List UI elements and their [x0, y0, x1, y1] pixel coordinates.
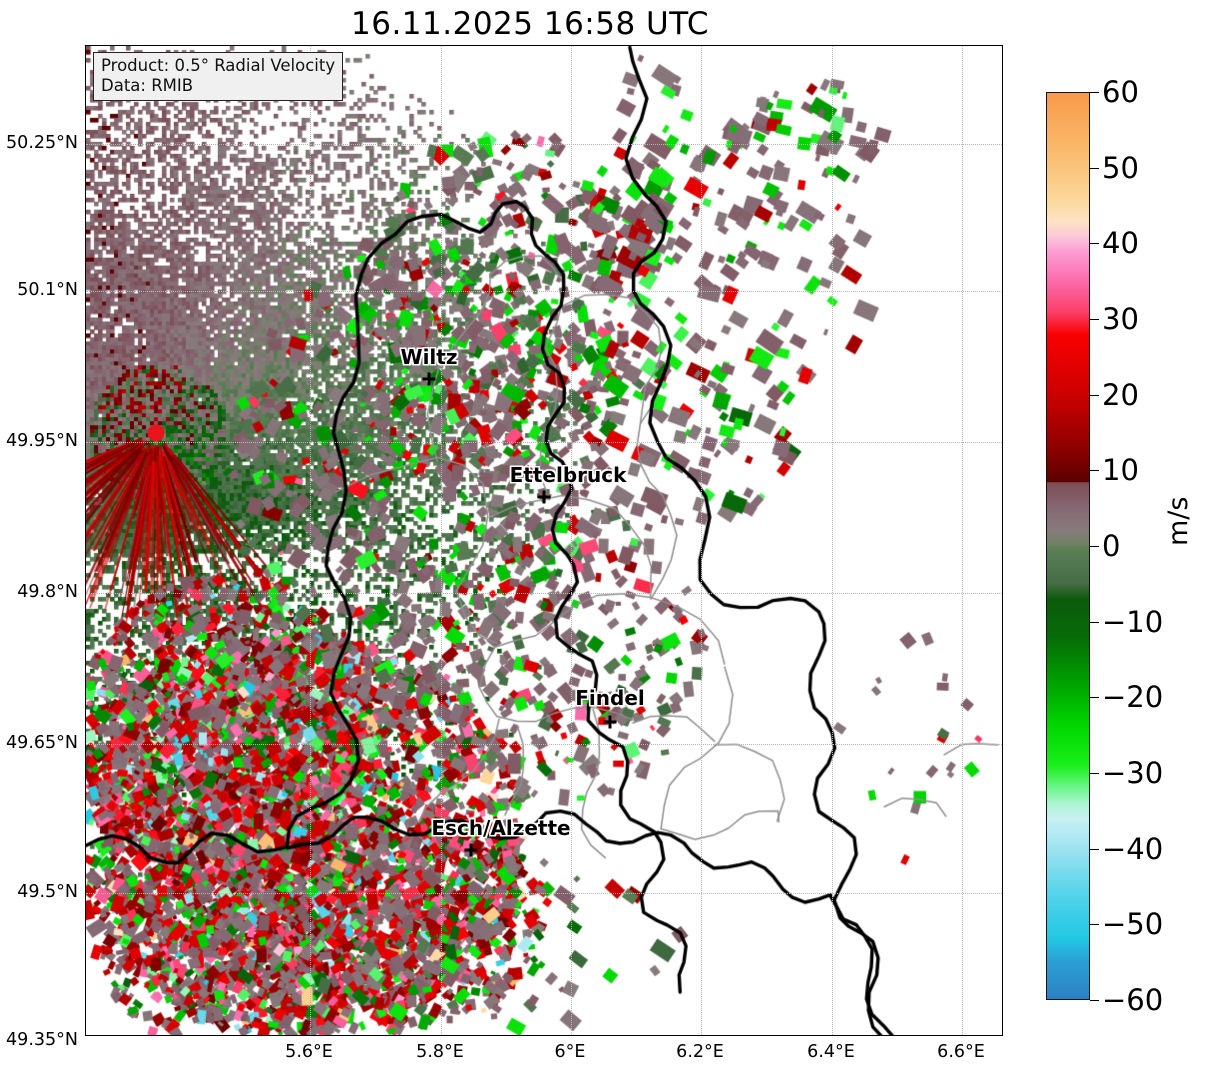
colorbar-tick — [1090, 697, 1099, 698]
gridline-lon-5.8 — [441, 46, 442, 1035]
gridline-lon-6.4 — [832, 46, 833, 1035]
colorbar-tick — [1090, 924, 1099, 925]
page-title: 16.11.2025 16:58 UTC — [351, 6, 709, 42]
radar-reflectivity-canvas — [86, 46, 1002, 1035]
x-axis-tick-label: 6.4°E — [807, 1042, 855, 1062]
x-axis-tick-label: 6.2°E — [676, 1042, 724, 1062]
gridline-lat-50.1 — [86, 291, 1002, 292]
colorbar-tick-label: −20 — [1102, 680, 1164, 714]
gridline-lat-49.8 — [86, 593, 1002, 594]
city-label-findel: Findel — [575, 686, 645, 710]
y-axis-tick-label: 49.35°N — [6, 1030, 78, 1050]
colorbar — [1046, 92, 1090, 1000]
gridline-lat-49.65 — [86, 744, 1002, 745]
colorbar-tick — [1090, 773, 1099, 774]
colorbar-tick-label: −30 — [1102, 756, 1164, 790]
colorbar-tick-label: 40 — [1102, 226, 1139, 260]
legend-data-line: Data: RMIB — [101, 76, 194, 96]
city-label-ettelbruck: Ettelbruck — [509, 463, 627, 487]
x-axis-tick-label: 6°E — [554, 1042, 586, 1062]
radar-map-plot[interactable]: Wiltz Ettelbruck Findel Esch/Alzette Produc… — [85, 45, 1003, 1036]
colorbar-tick-label: 20 — [1102, 378, 1139, 412]
radar-site-marker — [147, 424, 165, 442]
y-axis-tick-label: 49.5°N — [17, 882, 78, 902]
colorbar-tick-label: 60 — [1102, 75, 1139, 109]
colorbar-tick-label: 50 — [1102, 151, 1139, 185]
colorbar-tick — [1090, 849, 1099, 850]
y-axis-tick-label: 49.95°N — [6, 431, 78, 451]
city-marker-ettelbruck — [537, 490, 551, 504]
colorbar-tick — [1090, 243, 1099, 244]
colorbar-tick — [1090, 319, 1099, 320]
colorbar-tick-label: 30 — [1102, 302, 1139, 336]
gridline-lon-5.6 — [310, 46, 311, 1035]
gridline-lat-50.25 — [86, 144, 1002, 145]
legend-product-line: Product: 0.5° Radial Velocity — [101, 56, 336, 75]
colorbar-tick-label: −60 — [1102, 983, 1164, 1017]
city-label-wiltz: Wiltz — [400, 345, 458, 369]
colorbar-unit-label: m/s — [1163, 496, 1194, 546]
colorbar-gradient — [1047, 93, 1089, 999]
gridline-lat-49.95 — [86, 442, 1002, 443]
gridline-lat-49.5 — [86, 893, 1002, 894]
city-marker-esch-alzette — [464, 843, 478, 857]
city-label-esch-alzette: Esch/Alzette — [431, 816, 571, 840]
y-axis-tick-label: 50.25°N — [6, 133, 78, 153]
city-marker-findel — [603, 715, 617, 729]
colorbar-tick — [1090, 622, 1099, 623]
colorbar-tick — [1090, 92, 1099, 93]
colorbar-tick — [1090, 395, 1099, 396]
y-axis-tick-label: 49.65°N — [6, 733, 78, 753]
x-axis-tick-label: 6.6°E — [937, 1042, 985, 1062]
gridline-lon-6.2 — [701, 46, 702, 1035]
gridline-lon-6 — [571, 46, 572, 1035]
colorbar-tick-label: −10 — [1102, 605, 1164, 639]
colorbar-tick — [1090, 168, 1099, 169]
y-axis-tick-label: 50.1°N — [17, 280, 78, 300]
colorbar-tick-label: −50 — [1102, 907, 1164, 941]
colorbar-tick — [1090, 1000, 1099, 1001]
x-axis-tick-label: 5.8°E — [416, 1042, 464, 1062]
city-marker-wiltz — [422, 372, 436, 386]
colorbar-tick — [1090, 470, 1099, 471]
product-info-box: Product: 0.5° Radial Velocity Data: RMIB — [93, 52, 344, 102]
colorbar-tick — [1090, 546, 1099, 547]
y-axis-tick-label: 49.8°N — [17, 582, 78, 602]
gridline-lon-6.6 — [962, 46, 963, 1035]
x-axis-tick-label: 5.6°E — [285, 1042, 333, 1062]
colorbar-tick-label: 10 — [1102, 453, 1139, 487]
colorbar-tick-label: −40 — [1102, 832, 1164, 866]
colorbar-tick-label: 0 — [1102, 529, 1121, 563]
